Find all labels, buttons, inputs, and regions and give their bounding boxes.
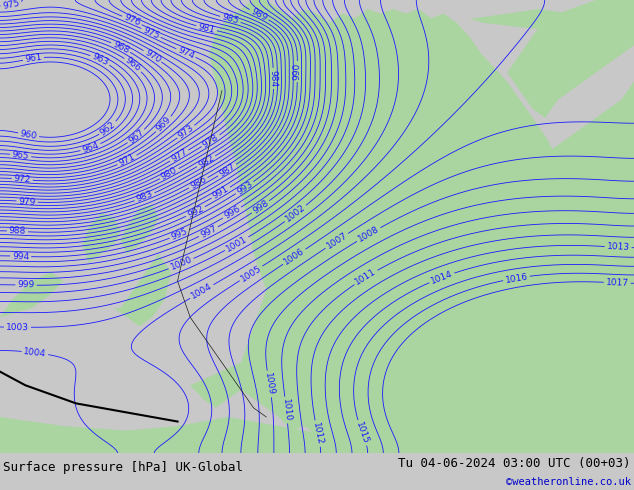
Text: 993: 993 xyxy=(235,179,254,196)
Text: 1003: 1003 xyxy=(6,322,29,332)
Text: 986: 986 xyxy=(188,175,208,191)
Text: 1017: 1017 xyxy=(605,278,629,288)
Text: 1002: 1002 xyxy=(283,203,307,224)
Text: 1015: 1015 xyxy=(354,420,370,445)
Text: 982: 982 xyxy=(197,153,216,170)
Text: 963: 963 xyxy=(91,52,110,68)
Text: 965: 965 xyxy=(11,150,30,161)
Text: 992: 992 xyxy=(186,204,205,220)
Text: 988: 988 xyxy=(9,226,26,236)
Polygon shape xyxy=(82,213,120,263)
Text: 996: 996 xyxy=(223,204,242,221)
Text: 983: 983 xyxy=(135,190,154,204)
Text: 995: 995 xyxy=(170,226,190,242)
Polygon shape xyxy=(114,254,171,326)
Text: 971: 971 xyxy=(117,152,137,168)
Text: 1008: 1008 xyxy=(356,225,381,244)
Text: 1010: 1010 xyxy=(281,398,292,422)
Polygon shape xyxy=(120,204,158,254)
Text: 969: 969 xyxy=(155,115,173,134)
Polygon shape xyxy=(190,0,634,453)
Text: ©weatheronline.co.uk: ©weatheronline.co.uk xyxy=(506,477,631,487)
Text: 962: 962 xyxy=(98,120,117,137)
Text: 974: 974 xyxy=(176,46,195,61)
Text: 981: 981 xyxy=(197,22,216,35)
Text: 990: 990 xyxy=(293,63,302,80)
Text: 1012: 1012 xyxy=(311,421,325,445)
Text: 968: 968 xyxy=(111,39,131,55)
Text: 997: 997 xyxy=(198,224,218,240)
Text: 964: 964 xyxy=(81,141,100,155)
Text: 1000: 1000 xyxy=(169,255,193,272)
Polygon shape xyxy=(0,417,634,476)
Text: 989: 989 xyxy=(249,6,269,23)
Text: 960: 960 xyxy=(19,129,38,141)
Text: Tu 04-06-2024 03:00 UTC (00+03): Tu 04-06-2024 03:00 UTC (00+03) xyxy=(398,457,631,470)
Text: 991: 991 xyxy=(211,184,231,201)
Text: 999: 999 xyxy=(17,280,35,290)
Text: 961: 961 xyxy=(24,53,42,64)
Text: 979: 979 xyxy=(18,196,36,207)
Text: 1001: 1001 xyxy=(224,234,249,253)
Text: 1009: 1009 xyxy=(263,372,276,396)
Text: 994: 994 xyxy=(12,251,29,261)
Text: 972: 972 xyxy=(13,174,31,185)
Polygon shape xyxy=(507,0,634,118)
Text: 973: 973 xyxy=(176,123,195,141)
Polygon shape xyxy=(469,0,634,32)
Polygon shape xyxy=(0,272,63,318)
Text: 1004: 1004 xyxy=(23,347,47,359)
Text: Surface pressure [hPa] UK-Global: Surface pressure [hPa] UK-Global xyxy=(3,462,243,474)
Text: 970: 970 xyxy=(143,48,162,65)
Text: 978: 978 xyxy=(201,132,221,149)
Text: 998: 998 xyxy=(251,198,270,216)
Polygon shape xyxy=(380,82,634,453)
Text: 1005: 1005 xyxy=(239,264,263,283)
Text: 984: 984 xyxy=(269,70,278,87)
Text: 975: 975 xyxy=(141,25,160,41)
Text: 1004: 1004 xyxy=(190,282,214,301)
Text: 987: 987 xyxy=(217,162,237,179)
Text: 1007: 1007 xyxy=(325,231,349,251)
Text: 1013: 1013 xyxy=(607,242,630,252)
Text: 1006: 1006 xyxy=(282,246,306,267)
Text: 966: 966 xyxy=(124,56,143,74)
Text: 967: 967 xyxy=(127,127,146,145)
Text: 980: 980 xyxy=(160,166,179,182)
Text: 976: 976 xyxy=(122,13,141,28)
Polygon shape xyxy=(266,344,298,399)
Text: 1016: 1016 xyxy=(504,272,529,285)
Text: 1011: 1011 xyxy=(354,267,378,287)
Text: 975: 975 xyxy=(2,0,20,11)
Text: 985: 985 xyxy=(221,13,240,26)
Text: 1014: 1014 xyxy=(429,270,454,286)
Text: 977: 977 xyxy=(169,147,189,164)
